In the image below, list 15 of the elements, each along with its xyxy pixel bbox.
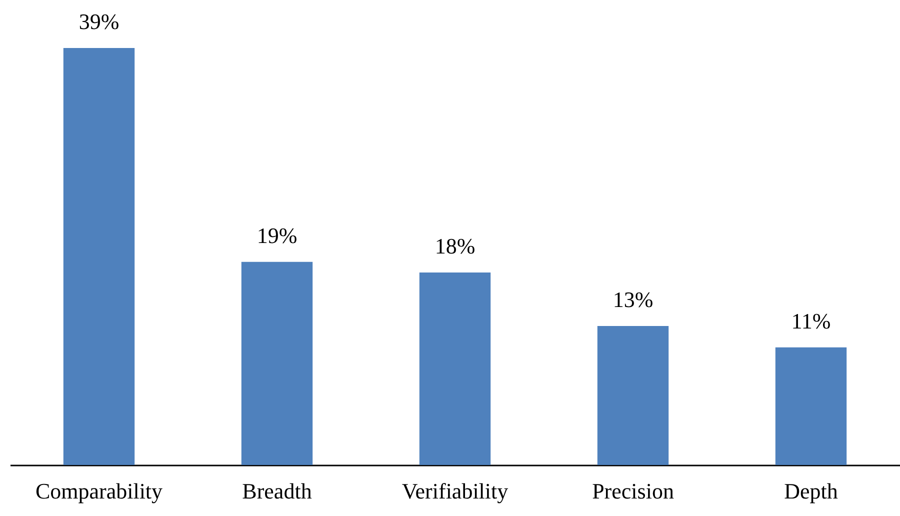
x-tick-label: Verifiability	[402, 478, 508, 504]
bar	[419, 272, 491, 465]
data-label: 11%	[791, 308, 831, 334]
bar	[63, 48, 135, 465]
data-label: 13%	[612, 287, 654, 312]
data-label: 18%	[434, 234, 476, 259]
data-label: 19%	[256, 222, 298, 248]
bar	[241, 262, 313, 465]
x-tick-label: Breadth	[242, 478, 312, 504]
bar	[775, 347, 847, 465]
x-tick-label: Precision	[592, 478, 674, 504]
bar	[597, 326, 669, 465]
x-tick-label: Depth	[784, 478, 838, 504]
x-tick-label: Comparability	[35, 478, 163, 504]
data-label: 39%	[78, 9, 120, 34]
